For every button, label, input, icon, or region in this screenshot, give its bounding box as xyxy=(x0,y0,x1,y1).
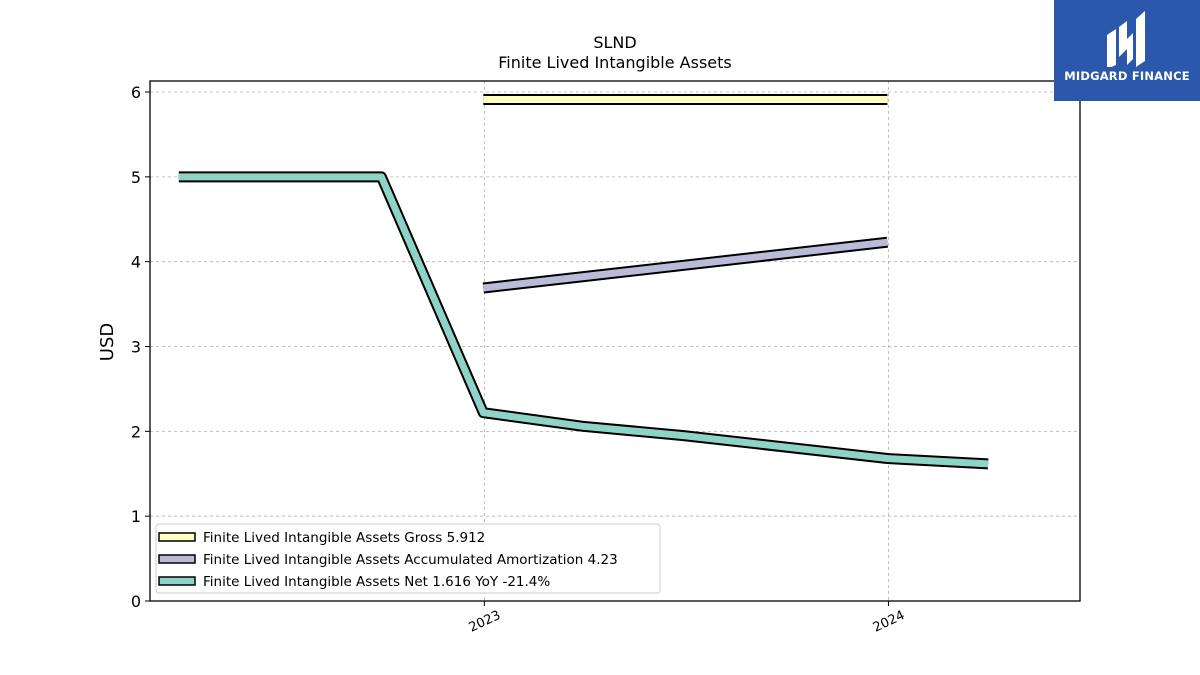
legend-item: Finite Lived Intangible Assets Gross 5.9… xyxy=(158,530,485,546)
series-outline xyxy=(178,171,989,470)
legend-box xyxy=(155,523,661,594)
chart-subtitle: Finite Lived Intangible Assets xyxy=(498,53,731,72)
grid xyxy=(150,81,1080,602)
plot-frame xyxy=(149,80,1081,602)
legend-swatch xyxy=(158,576,196,586)
y-tick-label: 5 xyxy=(131,168,141,187)
legend-item: Finite Lived Intangible Assets Net 1.616… xyxy=(158,574,550,590)
y-tick-label: 4 xyxy=(131,253,141,272)
x-tick-label: 2023 xyxy=(467,608,503,636)
legend-label: Finite Lived Intangible Assets Net 1.616… xyxy=(203,574,550,590)
brand-logo: MIDGARD FINANCE xyxy=(1054,0,1200,101)
midgard-logo-icon xyxy=(1107,11,1145,67)
y-tick-label: 2 xyxy=(131,422,141,441)
y-axis-label: USD xyxy=(97,323,118,361)
legend-item: Finite Lived Intangible Assets Accumulat… xyxy=(158,552,618,568)
series-line-2 xyxy=(482,236,889,294)
chart-title: SLND xyxy=(593,33,636,52)
x-tick-label: 2024 xyxy=(871,608,907,636)
series-line-3 xyxy=(178,171,989,470)
series-stroke xyxy=(482,238,888,292)
legend: Finite Lived Intangible Assets Gross 5.9… xyxy=(155,523,661,594)
y-tick-label: 0 xyxy=(131,592,141,611)
x-axis: 2023 2024 xyxy=(467,601,907,636)
legend-swatch xyxy=(158,532,196,542)
brand-logo-text: MIDGARD FINANCE xyxy=(1064,69,1190,83)
y-tick-label: 6 xyxy=(131,83,141,102)
legend-swatch xyxy=(158,554,196,564)
legend-label: Finite Lived Intangible Assets Gross 5.9… xyxy=(203,530,485,546)
legend-label: Finite Lived Intangible Assets Accumulat… xyxy=(203,552,618,568)
series-layer xyxy=(178,94,989,470)
series-stroke xyxy=(178,173,989,468)
y-tick-label: 1 xyxy=(131,507,141,526)
y-axis: 0 1 2 3 4 5 6 xyxy=(131,83,150,611)
y-tick-label: 3 xyxy=(131,338,141,357)
